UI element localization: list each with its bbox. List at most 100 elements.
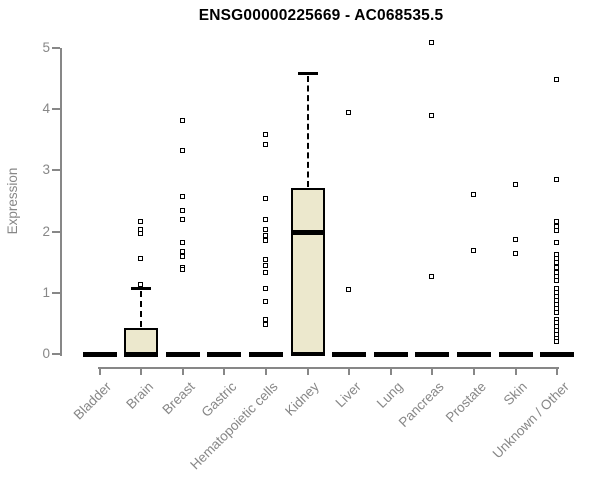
x-axis-tick: [348, 367, 351, 375]
x-tick-label: Breast: [159, 379, 198, 418]
median-line: [82, 351, 117, 357]
outlier-point: [346, 286, 352, 292]
median-line: [456, 351, 491, 357]
outlier-point: [262, 316, 268, 322]
outlier-point: [262, 322, 268, 328]
y-axis-tick: [52, 230, 60, 233]
y-tick-label: 2: [42, 223, 50, 239]
x-axis-tick: [181, 367, 184, 375]
outlier-point: [470, 191, 476, 197]
outlier-point: [262, 226, 268, 232]
outlier-point: [346, 109, 352, 115]
outlier-point: [262, 285, 268, 291]
whisker-cap: [131, 286, 152, 290]
outlier-point: [179, 253, 185, 259]
y-axis-label: Expression: [5, 167, 20, 235]
x-tick-label: Prostate: [442, 379, 489, 426]
y-axis-tick: [52, 291, 60, 294]
median-line: [498, 351, 533, 357]
x-tick-label: Skin: [500, 379, 531, 409]
outlier-point: [138, 218, 144, 224]
outlier-point: [554, 240, 560, 246]
median-line: [540, 351, 575, 357]
chart-title: ENSG00000225669 - AC068535.5: [198, 7, 444, 24]
outlier-point: [179, 248, 185, 254]
median-line: [332, 351, 367, 357]
x-tick-label: Gastric: [198, 379, 239, 420]
x-tick-label: Liver: [332, 379, 364, 411]
outlier-point: [554, 77, 560, 83]
x-axis-tick: [514, 367, 517, 375]
y-axis-tick: [52, 47, 60, 49]
y-tick-label: 5: [42, 40, 50, 55]
outlier-point: [554, 278, 560, 284]
lower-staple: [290, 352, 325, 356]
outlier-point: [262, 256, 268, 262]
x-tick-label: Bladder: [70, 379, 115, 423]
outlier-point: [262, 262, 268, 268]
y-tick-label: 4: [42, 101, 50, 117]
outlier-point: [179, 147, 185, 153]
x-tick-label: Unknown / Other: [489, 379, 572, 462]
y-axis-tick: [52, 353, 60, 355]
whisker-cap: [297, 72, 318, 76]
outlier-point: [179, 118, 185, 124]
outlier-point: [138, 282, 144, 288]
x-axis-tick: [306, 367, 309, 375]
outlier-point: [262, 270, 268, 276]
outlier-point: [179, 216, 185, 222]
median-line: [248, 351, 283, 357]
median-line: [124, 351, 159, 357]
outlier-point: [554, 309, 560, 315]
x-axis-tick: [98, 367, 101, 375]
x-axis-tick: [140, 367, 143, 375]
outlier-point: [512, 251, 518, 257]
box: [124, 327, 159, 354]
outlier-point: [512, 182, 518, 188]
outlier-point: [262, 298, 268, 304]
outlier-point: [179, 193, 185, 199]
outlier-point: [262, 195, 268, 201]
outlier-point: [512, 237, 518, 243]
median-line: [373, 351, 408, 357]
x-axis-tick: [556, 367, 559, 375]
upper-whisker: [140, 290, 143, 327]
y-tick-label: 0: [42, 346, 50, 361]
median-line: [165, 351, 200, 357]
x-tick-label: Kidney: [282, 379, 323, 419]
box: [290, 188, 325, 354]
x-axis-line: [97, 367, 560, 369]
y-axis-line: [60, 48, 62, 356]
outlier-point: [179, 240, 185, 246]
outlier-point: [138, 231, 144, 237]
outlier-point: [429, 273, 435, 279]
outlier-point: [179, 208, 185, 214]
x-tick-label: Lung: [373, 379, 406, 411]
outlier-point: [262, 131, 268, 137]
y-tick-label: 3: [42, 162, 50, 178]
upper-whisker: [306, 76, 309, 188]
median-line: [207, 351, 242, 357]
y-tick-label: 1: [42, 284, 50, 300]
outlier-point: [262, 216, 268, 222]
outlier-point: [429, 40, 435, 46]
outlier-point: [262, 232, 268, 238]
outlier-point: [262, 141, 268, 147]
y-axis-tick: [52, 108, 60, 111]
outlier-point: [262, 238, 268, 244]
outlier-point: [554, 227, 560, 233]
x-axis-tick: [264, 367, 267, 375]
x-tick-label: Brain: [122, 379, 156, 412]
x-axis-tick: [472, 367, 475, 375]
outlier-point: [554, 177, 560, 183]
x-axis-tick: [431, 367, 434, 375]
x-axis-tick: [389, 367, 392, 375]
outlier-point: [179, 267, 185, 273]
outlier-point: [554, 218, 560, 224]
x-axis-tick: [223, 367, 226, 375]
y-axis-tick: [52, 169, 60, 172]
outlier-point: [554, 264, 560, 270]
outlier-point: [554, 339, 560, 345]
outlier-point: [138, 256, 144, 262]
